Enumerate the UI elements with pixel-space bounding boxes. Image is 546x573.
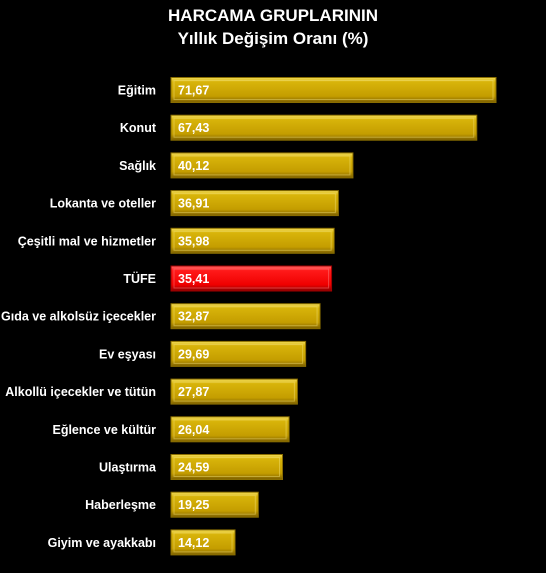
bar-group: Haberleşme 19,25 [85, 491, 259, 518]
bar [170, 190, 339, 217]
bar-bevel [173, 381, 295, 402]
bar-group: Giyim ve ayakkabı 14,12 [48, 529, 236, 556]
category-label: Gıda ve alkolsüz içecekler [1, 310, 156, 324]
bar-bevel [173, 268, 330, 289]
category-label: Lokanta ve oteller [50, 197, 156, 211]
bar-bevel [173, 419, 287, 440]
category-label: Çeşitli mal ve hizmetler [18, 234, 156, 248]
category-label: Giyim ve ayakkabı [48, 536, 156, 550]
value-label: 19,25 [178, 498, 209, 512]
value-label: 32,87 [178, 310, 209, 324]
category-label: Konut [120, 121, 157, 135]
bar-bevel [173, 532, 233, 553]
bar [170, 114, 478, 141]
bar-bevel [173, 457, 281, 477]
chart-subtitle: Yıllık Değişim Oranı (%) [177, 29, 369, 48]
bar-group: Lokanta ve oteller 36,91 [50, 190, 339, 217]
category-label: Eğlence ve kültür [52, 423, 156, 437]
bar-group: Çeşitli mal ve hizmetler 35,98 [18, 227, 335, 254]
value-label: 35,98 [178, 234, 209, 248]
bar-group: Konut 67,43 [120, 114, 478, 141]
bar-group: Alkollü içecekler ve tütün 27,87 [5, 378, 298, 405]
category-label: Eğitim [118, 84, 156, 98]
category-label: Ev eşyası [99, 347, 156, 361]
bar-group: Sağlık 40,12 [119, 152, 354, 179]
chart-title-block: HARCAMA GRUPLARININ Yıllık Değişim Oranı… [0, 4, 546, 50]
bar-bevel [173, 343, 304, 364]
bar [170, 340, 307, 367]
value-label: 40,12 [178, 159, 209, 173]
bar [170, 152, 354, 179]
bar-group: Eğitim 71,67 [118, 77, 497, 103]
bar-group: TÜFE 35,41 [123, 265, 333, 292]
value-label: 24,59 [178, 461, 209, 475]
value-label: 71,67 [178, 84, 209, 98]
bar-highlight [170, 265, 333, 292]
bar-group: Eğlence ve kültür 26,04 [52, 416, 290, 443]
category-label: Sağlık [119, 159, 156, 173]
value-label: 27,87 [178, 385, 209, 399]
bar [170, 378, 298, 405]
category-label: Alkollü içecekler ve tütün [5, 385, 156, 399]
value-label: 36,91 [178, 197, 209, 211]
value-label: 14,12 [178, 536, 209, 550]
bars-layer: Eğitim 71,67 Konut 67,43 Sağlık 40,12 Lokanta … [1, 77, 497, 556]
bar [170, 454, 284, 480]
chart-title: HARCAMA GRUPLARININ [168, 6, 378, 25]
value-label: 26,04 [178, 423, 209, 437]
bar [170, 491, 259, 518]
bar [170, 227, 335, 254]
value-label: 35,41 [178, 272, 209, 286]
category-label: TÜFE [123, 271, 156, 286]
bar [170, 529, 236, 556]
bar-bevel [173, 494, 256, 515]
bar [170, 416, 290, 443]
bar-bevel [173, 306, 318, 327]
category-label: Ulaştırma [99, 461, 157, 475]
bar [170, 303, 321, 330]
category-label: Haberleşme [85, 498, 156, 512]
bar-group: Ev eşyası 29,69 [99, 340, 307, 367]
bar-group: Gıda ve alkolsüz içecekler 32,87 [1, 303, 321, 330]
bar-bevel [173, 155, 351, 176]
bar-bevel [173, 80, 494, 100]
bar-bevel [173, 117, 475, 138]
value-label: 29,69 [178, 347, 209, 361]
bar-group: Ulaştırma 24,59 [99, 454, 284, 480]
bar-bevel [173, 230, 332, 251]
bar-bevel [173, 193, 336, 214]
bar [170, 77, 497, 103]
value-label: 67,43 [178, 121, 209, 135]
